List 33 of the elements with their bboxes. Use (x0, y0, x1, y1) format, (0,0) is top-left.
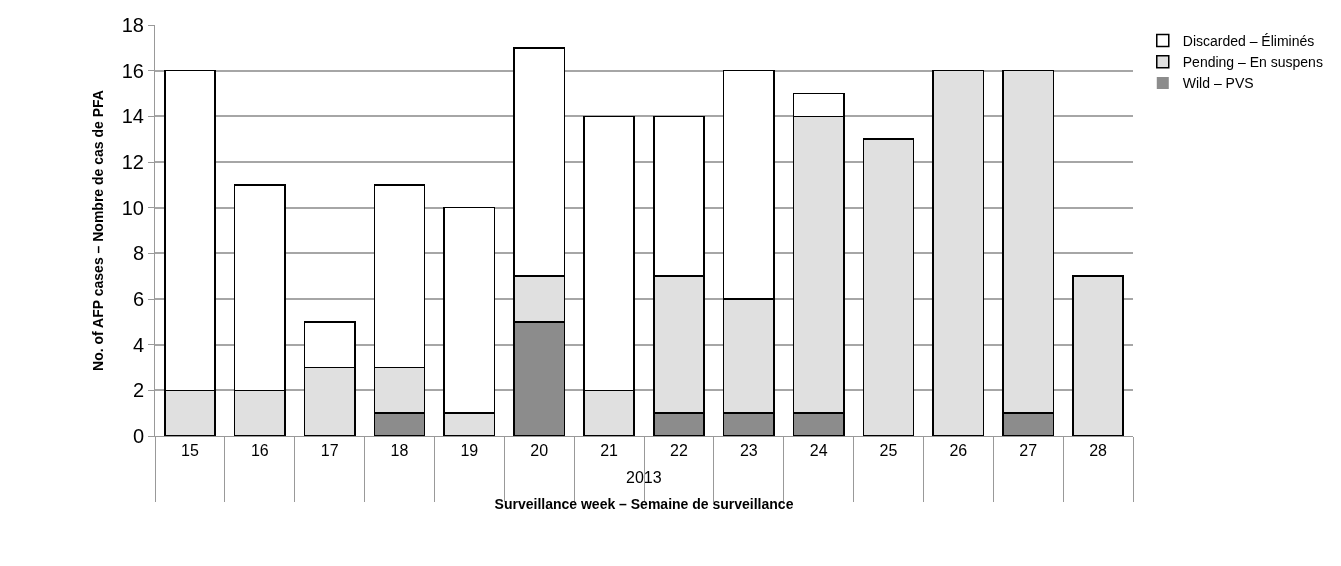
y-tick-label: 12 (121, 151, 144, 173)
x-tick-label: 21 (600, 442, 619, 460)
x-tick-label: 16 (250, 442, 269, 460)
y-tick-label: 16 (121, 59, 144, 82)
y-axis-title: No. of AFP cases – Nombre de cas de PFA (90, 90, 107, 371)
x-tick-label: 25 (879, 442, 898, 460)
legend-label: Wild – PVS (1182, 75, 1254, 92)
bar (1072, 275, 1124, 436)
x-tick-label: 28 (1089, 442, 1108, 460)
bar (932, 69, 985, 436)
y-tick-label: 2 (132, 379, 144, 402)
y-tick-label: 14 (121, 105, 144, 128)
text: 2013 (626, 469, 662, 486)
x-axis-title: Surveillance week – Semaine de surveillance (494, 495, 794, 512)
x-tick-label: 17 (320, 442, 339, 460)
y-tick-label: 8 (132, 242, 144, 265)
legend-label: Pending – En suspens (1182, 54, 1323, 71)
x-tick-label: 23 (739, 442, 758, 460)
legend-label: Discarded – Éliminés (1182, 33, 1315, 50)
bar (862, 138, 915, 436)
x-tick-label: 19 (460, 442, 479, 460)
x-tick-label: 27 (1019, 442, 1038, 460)
x-tick-label: 20 (530, 442, 549, 460)
y-tick-label: 4 (132, 333, 144, 356)
y-tick-label: 18 (121, 14, 144, 36)
x-tick-label: 15 (181, 442, 199, 460)
x-tick-label: 24 (809, 442, 828, 460)
y-tick-label: 6 (132, 288, 144, 310)
x-tick-label: 18 (390, 442, 409, 460)
x-tick-label: 26 (949, 442, 968, 460)
y-tick-label: 0 (132, 425, 144, 447)
y-tick-label: 10 (121, 196, 144, 219)
x-tick-label: 22 (670, 442, 688, 460)
